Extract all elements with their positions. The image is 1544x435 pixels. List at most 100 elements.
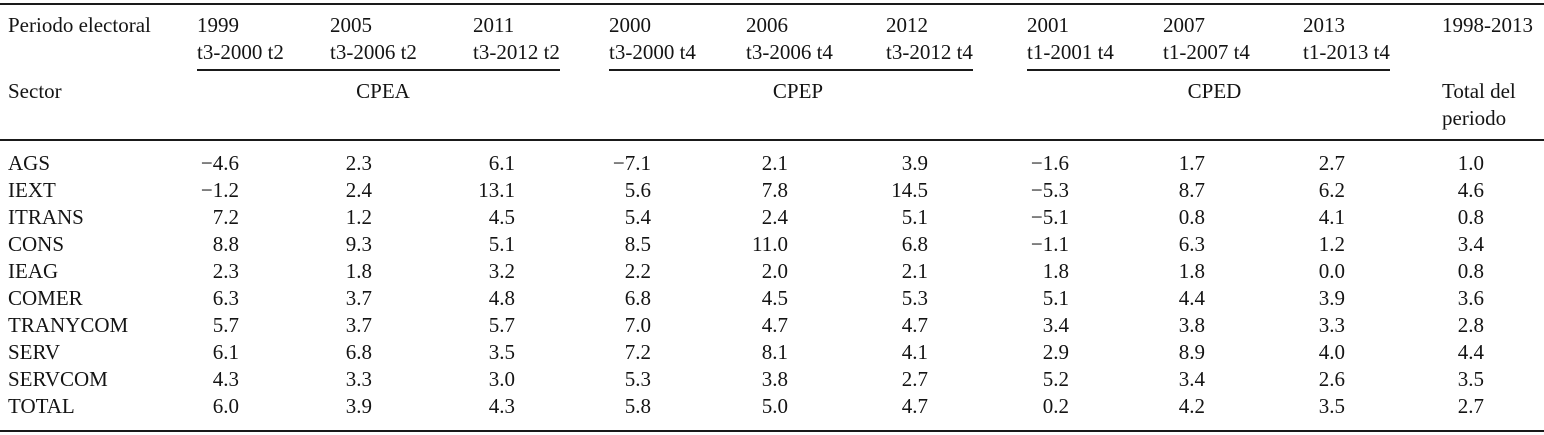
value-cell: 4.5 [761, 286, 788, 310]
value-cell: 2.8 [1457, 313, 1484, 337]
value-cell: −5.3 [1030, 178, 1069, 202]
sector-label: SERVCOM [8, 367, 108, 391]
value-cell: 6.8 [901, 232, 928, 256]
period-year: 2006 [746, 13, 788, 37]
value-cell: 6.1 [488, 151, 515, 175]
value-cell: 2.1 [761, 151, 788, 175]
value-cell: 1.8 [1178, 259, 1205, 283]
value-cell: 5.6 [624, 178, 651, 202]
value-cell: −1.2 [200, 178, 239, 202]
value-cell: 0.8 [1178, 205, 1205, 229]
value-cell: 0.8 [1457, 205, 1484, 229]
value-cell: 3.7 [345, 286, 372, 310]
group-label-cpep: CPEP [609, 71, 1027, 141]
value-cell: 8.7 [1178, 178, 1205, 202]
value-cell: 2.2 [624, 259, 651, 283]
period-header-group3-col3: 2013 t1-2013 t4 [1303, 12, 1390, 71]
value-cell: 3.5 [1303, 393, 1442, 432]
value-cell: 4.4 [1178, 286, 1205, 310]
value-cell: 6.3 [212, 286, 239, 310]
period-year: 2013 [1303, 13, 1345, 37]
sector-label: IEXT [8, 178, 56, 202]
period-year: 1999 [197, 13, 239, 37]
sector-label: AGS [8, 151, 51, 175]
period-header-group1-col2: 2005 t3-2006 t2 [330, 12, 473, 71]
value-cell: 3.3 [345, 367, 372, 391]
value-cell: 6.8 [345, 340, 372, 364]
value-cell: 1.7 [1178, 151, 1205, 175]
value-cell: 6.1 [212, 340, 239, 364]
period-range: t1-2007 t4 [1163, 40, 1250, 64]
value-cell: 3.8 [1178, 313, 1205, 337]
period-range: t3-2006 t2 [330, 40, 417, 64]
value-cell: 7.0 [624, 313, 651, 337]
period-range: t1-2013 t4 [1303, 40, 1390, 64]
period-header-group1-col3: 2011 t3-2012 t2 [473, 12, 560, 71]
sector-label: CONS [8, 232, 65, 256]
period-range: t3-2000 t4 [609, 40, 696, 64]
value-cell: 3.9 [330, 393, 473, 432]
value-cell: 5.8 [609, 393, 746, 432]
value-cell: 0.2 [1027, 393, 1163, 432]
period-column-header: 2013 t1-2013 t4 [1303, 4, 1442, 71]
value-cell: 3.2 [488, 259, 515, 283]
value-cell: 2.7 [901, 367, 928, 391]
period-column-header: 2000 t3-2000 t4 [609, 4, 746, 71]
value-cell: 4.0 [1318, 340, 1345, 364]
table-row: SERV 6.1 6.8 3.5 7.2 8.1 4.1 2.9 8.9 4.0 4.4 [0, 339, 1544, 366]
value-cell: 8.9 [1178, 340, 1205, 364]
value-cell: −7.1 [612, 151, 651, 175]
period-header-group1-col1: 1999 t3-2000 t2 [197, 12, 330, 71]
value-cell: 1.8 [1042, 259, 1069, 283]
value-cell: 6.8 [624, 286, 651, 310]
table-row: TOTAL 6.0 3.9 4.3 5.8 5.0 4.7 0.2 4.2 3.5 2.7 [0, 393, 1544, 432]
value-cell: 3.5 [1457, 367, 1484, 391]
table-row: COMER 6.3 3.7 4.8 6.8 4.5 5.3 5.1 4.4 3.9 3.6 [0, 285, 1544, 312]
period-range: t3-2012 t4 [886, 40, 973, 64]
value-cell: 13.1 [478, 178, 515, 202]
period-year: 2001 [1027, 13, 1069, 37]
value-cell: 2.3 [212, 259, 239, 283]
value-cell: 3.5 [488, 340, 515, 364]
value-cell: 4.7 [901, 313, 928, 337]
value-cell: 5.0 [746, 393, 886, 432]
table-row: TRANYCOM 5.7 3.7 5.7 7.0 4.7 4.7 3.4 3.8 3.3 2.8 [0, 312, 1544, 339]
value-cell: 4.5 [488, 205, 515, 229]
value-cell: 3.4 [1042, 313, 1069, 337]
value-cell: 4.2 [1163, 393, 1303, 432]
sector-label: ITRANS [8, 205, 84, 229]
period-header-group3-col1: 2001 t1-2001 t4 [1027, 12, 1163, 71]
electoral-period-table: Periodo electoral 1999 t3-2000 t2 2005 t… [0, 3, 1544, 432]
header-row-periods: Periodo electoral 1999 t3-2000 t2 2005 t… [0, 4, 1544, 71]
value-cell: 4.1 [1318, 205, 1345, 229]
value-cell: 6.2 [1318, 178, 1345, 202]
value-cell: 5.1 [901, 205, 928, 229]
group-label-cpea: CPEA [197, 71, 609, 141]
table-row: IEAG 2.3 1.8 3.2 2.2 2.0 2.1 1.8 1.8 0.0 0.8 [0, 258, 1544, 285]
value-cell: 4.3 [473, 393, 609, 432]
value-cell: 3.4 [1457, 232, 1484, 256]
period-year: 2011 [473, 13, 515, 37]
period-range: t1-2001 t4 [1027, 40, 1114, 64]
period-column-header: 2006 t3-2006 t4 [746, 4, 886, 71]
value-cell: 5.1 [1042, 286, 1069, 310]
period-year: 2012 [886, 13, 928, 37]
periodo-electoral-label: Periodo electoral [8, 13, 151, 37]
period-range: t3-2000 t2 [197, 40, 284, 64]
table-row: IEXT −1.2 2.4 13.1 5.6 7.8 14.5 −5.3 8.7 6.2 4.6 [0, 177, 1544, 204]
sector-label: IEAG [8, 259, 59, 283]
value-cell: 4.7 [761, 313, 788, 337]
value-cell: 1.8 [345, 259, 372, 283]
value-cell: 0.0 [1318, 259, 1345, 283]
value-cell: −5.1 [1030, 205, 1069, 229]
total-period-sublabel: Total del periodo [1442, 71, 1544, 141]
value-cell: 7.2 [212, 205, 239, 229]
value-cell: 0.8 [1457, 259, 1484, 283]
value-cell: 5.2 [1042, 367, 1069, 391]
value-cell: 2.0 [761, 259, 788, 283]
value-cell: 2.4 [761, 205, 788, 229]
value-cell: 8.8 [212, 232, 239, 256]
table-body: AGS −4.6 2.3 6.1 −7.1 2.1 3.9 −1.6 1.7 2.7 1.0 IEXT… [0, 140, 1544, 432]
value-cell: 11.0 [752, 232, 788, 256]
